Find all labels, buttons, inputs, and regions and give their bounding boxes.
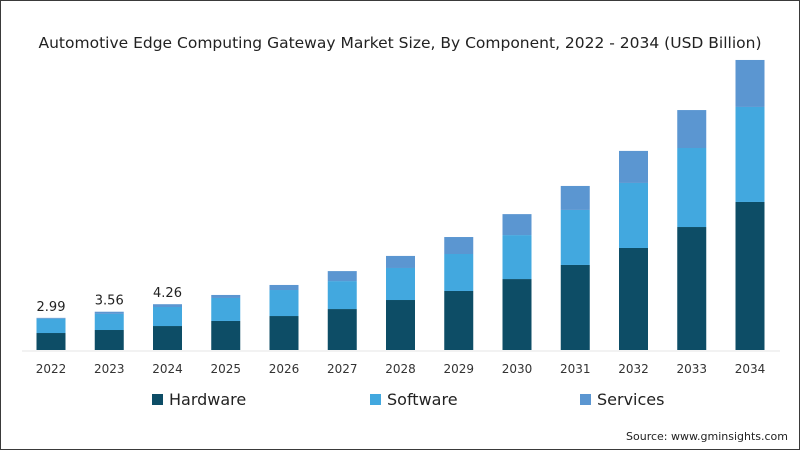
bar-services-2034: [735, 59, 765, 107]
bar-services-2025: [211, 294, 241, 298]
bar-hardware-2027: [327, 309, 357, 350]
legend-swatch: [152, 394, 163, 405]
bar-services-2029: [444, 237, 474, 255]
bar-services-2028: [386, 255, 415, 268]
legend-label: Software: [387, 390, 458, 409]
bar-services-2022: [36, 317, 66, 319]
bar-software-2030: [502, 235, 532, 280]
bar-software-2034: [735, 106, 765, 202]
x-tick-label: 2031: [560, 362, 591, 376]
bar-hardware-2033: [677, 227, 707, 350]
legend-label: Services: [597, 390, 664, 409]
x-tick-label: 2030: [502, 362, 533, 376]
bar-hardware-2024: [153, 326, 182, 350]
data-label: 3.56: [95, 294, 124, 309]
x-tick-label: 2033: [676, 362, 707, 376]
bar-software-2027: [327, 281, 357, 310]
x-tick-label: 2022: [36, 362, 67, 376]
bar-software-2024: [153, 307, 182, 327]
legend-item-hardware: Hardware: [152, 390, 246, 409]
legend-swatch: [580, 394, 591, 405]
bar-services-2026: [269, 284, 299, 291]
bar-software-2022: [36, 318, 66, 334]
data-label: 2.99: [37, 300, 66, 315]
bar-hardware-2025: [211, 320, 241, 350]
bar-hardware-2026: [269, 316, 299, 350]
bar-services-2027: [327, 271, 357, 282]
bar-hardware-2029: [444, 290, 474, 350]
bar-software-2031: [560, 209, 590, 265]
x-tick-label: 2028: [385, 362, 416, 376]
bar-hardware-2032: [619, 247, 648, 350]
bar-hardware-2030: [502, 279, 532, 350]
legend-label: Hardware: [169, 390, 246, 409]
bar-services-2033: [677, 110, 707, 149]
bar-services-2023: [94, 311, 124, 314]
x-tick-label: 2023: [94, 362, 125, 376]
source-note: Source: www.gminsights.com: [626, 430, 788, 443]
bar-software-2026: [269, 290, 299, 317]
bar-software-2023: [94, 313, 124, 331]
x-tick-label: 2024: [152, 362, 183, 376]
x-tick-label: 2029: [443, 362, 474, 376]
bar-software-2029: [444, 254, 474, 291]
bar-software-2028: [386, 267, 415, 301]
x-tick-label: 2032: [618, 362, 649, 376]
legend-item-software: Software: [370, 390, 458, 409]
bar-hardware-2022: [36, 333, 66, 350]
bar-hardware-2031: [560, 264, 590, 350]
x-tick-label: 2027: [327, 362, 358, 376]
chart-title: Automotive Edge Computing Gateway Market…: [39, 34, 762, 52]
bar-hardware-2023: [94, 330, 124, 350]
bar-software-2033: [677, 148, 707, 228]
data-label: 4.26: [153, 286, 182, 301]
legend-swatch: [370, 394, 381, 405]
bar-services-2030: [502, 214, 532, 236]
bar-services-2031: [560, 185, 590, 210]
x-tick-label: 2025: [210, 362, 241, 376]
legend-item-services: Services: [580, 390, 664, 409]
bar-services-2032: [619, 150, 648, 183]
bar-software-2032: [619, 182, 648, 248]
bar-software-2025: [211, 297, 241, 321]
bar-hardware-2034: [735, 201, 765, 350]
bar-hardware-2028: [386, 300, 415, 350]
x-tick-label: 2034: [735, 362, 766, 376]
x-tick-label: 2026: [269, 362, 300, 376]
bar-services-2024: [153, 304, 182, 307]
